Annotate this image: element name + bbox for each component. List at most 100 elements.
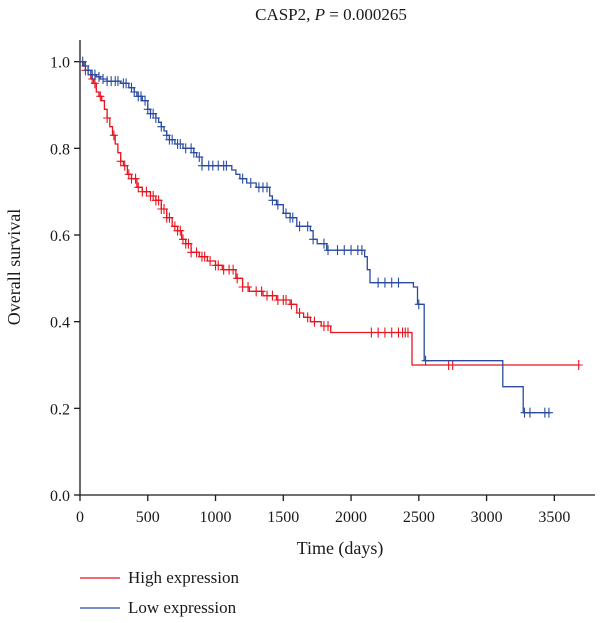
censor-mark-low: [168, 134, 177, 145]
censor-mark-low: [176, 139, 185, 149]
y-tick-label: 0.4: [50, 315, 70, 332]
y-tick-label: 1.0: [50, 55, 70, 72]
censor-mark-low: [421, 355, 430, 366]
censor-mark-high: [374, 327, 383, 338]
censor-mark-high: [448, 360, 457, 370]
series-low: [78, 56, 553, 418]
censor-mark-low: [222, 160, 231, 171]
censor-mark-high: [214, 260, 223, 271]
censor-mark-high: [244, 282, 253, 292]
legend-item-low: Low expression: [80, 598, 237, 617]
y-axis: 0.0 0.2 0.4 0.6 0.8 1.0: [50, 55, 80, 505]
censor-mark-low: [288, 212, 297, 223]
censor-mark-high: [324, 321, 333, 331]
x-tick-label: 0: [76, 509, 84, 526]
censor-mark-low: [303, 221, 312, 232]
censor-mark-low: [268, 195, 277, 206]
censor-mark-high: [229, 264, 238, 275]
x-axis: 0 500 1000 1500 2000 2500 3000 3500: [76, 495, 570, 526]
censor-mark-high: [134, 182, 143, 193]
censor-mark-high: [200, 251, 209, 262]
legend: High expression Low expression: [80, 568, 239, 617]
censor-mark-low: [394, 277, 403, 288]
censor-mark-low: [238, 173, 247, 184]
censor-mark-low: [195, 152, 204, 162]
censor-mark-low: [136, 91, 145, 102]
y-tick-label: 0.6: [50, 228, 70, 245]
censor-mark-low: [90, 69, 99, 80]
censor-mark-low: [84, 65, 93, 76]
censor-mark-low: [525, 407, 534, 418]
censor-mark-high: [282, 295, 290, 305]
legend-item-high: High expression: [80, 568, 239, 587]
censor-mark-high: [206, 256, 215, 266]
censor-mark-low: [357, 245, 366, 256]
censor-mark-low: [295, 221, 304, 232]
survival-curve-high: [80, 61, 579, 366]
censor-mark-high: [120, 160, 129, 171]
censor-mark-low: [113, 76, 122, 87]
censor-mark-low: [151, 113, 160, 123]
censor-mark-low: [130, 87, 139, 97]
series-high: [80, 61, 583, 370]
chart-title: CASP2, P = 0.000265: [255, 5, 407, 24]
censor-mark-low: [387, 277, 396, 288]
y-tick-label: 0.0: [50, 488, 70, 505]
censor-mark-high: [310, 316, 319, 327]
censor-mark-low: [544, 407, 553, 418]
censor-mark-low: [99, 74, 108, 84]
legend-label-high: High expression: [128, 568, 239, 587]
series-layer: [78, 56, 583, 418]
censor-mark-high: [165, 212, 174, 223]
x-tick-label: 3500: [538, 509, 570, 526]
censor-mark-low: [333, 245, 342, 256]
censor-mark-low: [380, 277, 389, 288]
censor-mark-high: [176, 225, 185, 236]
censor-mark-high: [268, 290, 277, 301]
censor-mark-high: [387, 327, 396, 338]
censor-mark-low: [340, 245, 349, 256]
censor-mark-high: [233, 273, 242, 284]
x-tick-label: 1500: [267, 509, 299, 526]
censor-mark-high: [380, 327, 389, 338]
censor-mark-high: [142, 186, 151, 197]
plot-frame: [79, 40, 595, 496]
censor-mark-high: [109, 130, 118, 141]
censor-mark-low: [263, 182, 272, 193]
censor-mark-low: [197, 160, 206, 171]
censor-mark-high: [160, 204, 169, 214]
censor-mark-low: [374, 277, 383, 288]
censor-mark-low: [189, 147, 198, 158]
x-tick-label: 2500: [403, 509, 435, 526]
censor-mark-low: [157, 121, 166, 132]
censor-mark-low: [319, 238, 328, 249]
censor-mark-high: [574, 360, 583, 370]
censor-mark-high: [131, 173, 140, 184]
censor-mark-low: [246, 178, 255, 188]
censor-mark-low: [347, 245, 356, 256]
censor-mark-high: [116, 156, 125, 167]
censor-mark-low: [273, 199, 282, 210]
legend-label-low: Low expression: [128, 598, 237, 617]
x-tick-label: 500: [136, 509, 160, 526]
y-axis-label: Overall survival: [4, 209, 24, 325]
censor-mark-low: [282, 208, 290, 219]
x-tick-label: 1000: [200, 509, 232, 526]
censor-mark-high: [96, 91, 105, 102]
censor-mark-high: [303, 312, 312, 323]
censor-mark-high: [367, 327, 376, 338]
censor-mark-high: [287, 299, 296, 310]
censor-mark-high: [184, 238, 193, 249]
censor-mark-low: [414, 299, 423, 310]
censor-mark-low: [122, 78, 131, 89]
censor-mark-high: [295, 308, 304, 318]
censor-mark-high: [192, 247, 201, 258]
x-tick-label: 2000: [335, 509, 367, 526]
censor-mark-low: [309, 234, 318, 245]
censor-mark-high: [154, 195, 163, 206]
x-tick-label: 3000: [471, 509, 503, 526]
censor-mark-low: [324, 245, 333, 256]
censor-mark-low: [94, 71, 103, 82]
x-axis-label: Time (days): [297, 538, 384, 559]
